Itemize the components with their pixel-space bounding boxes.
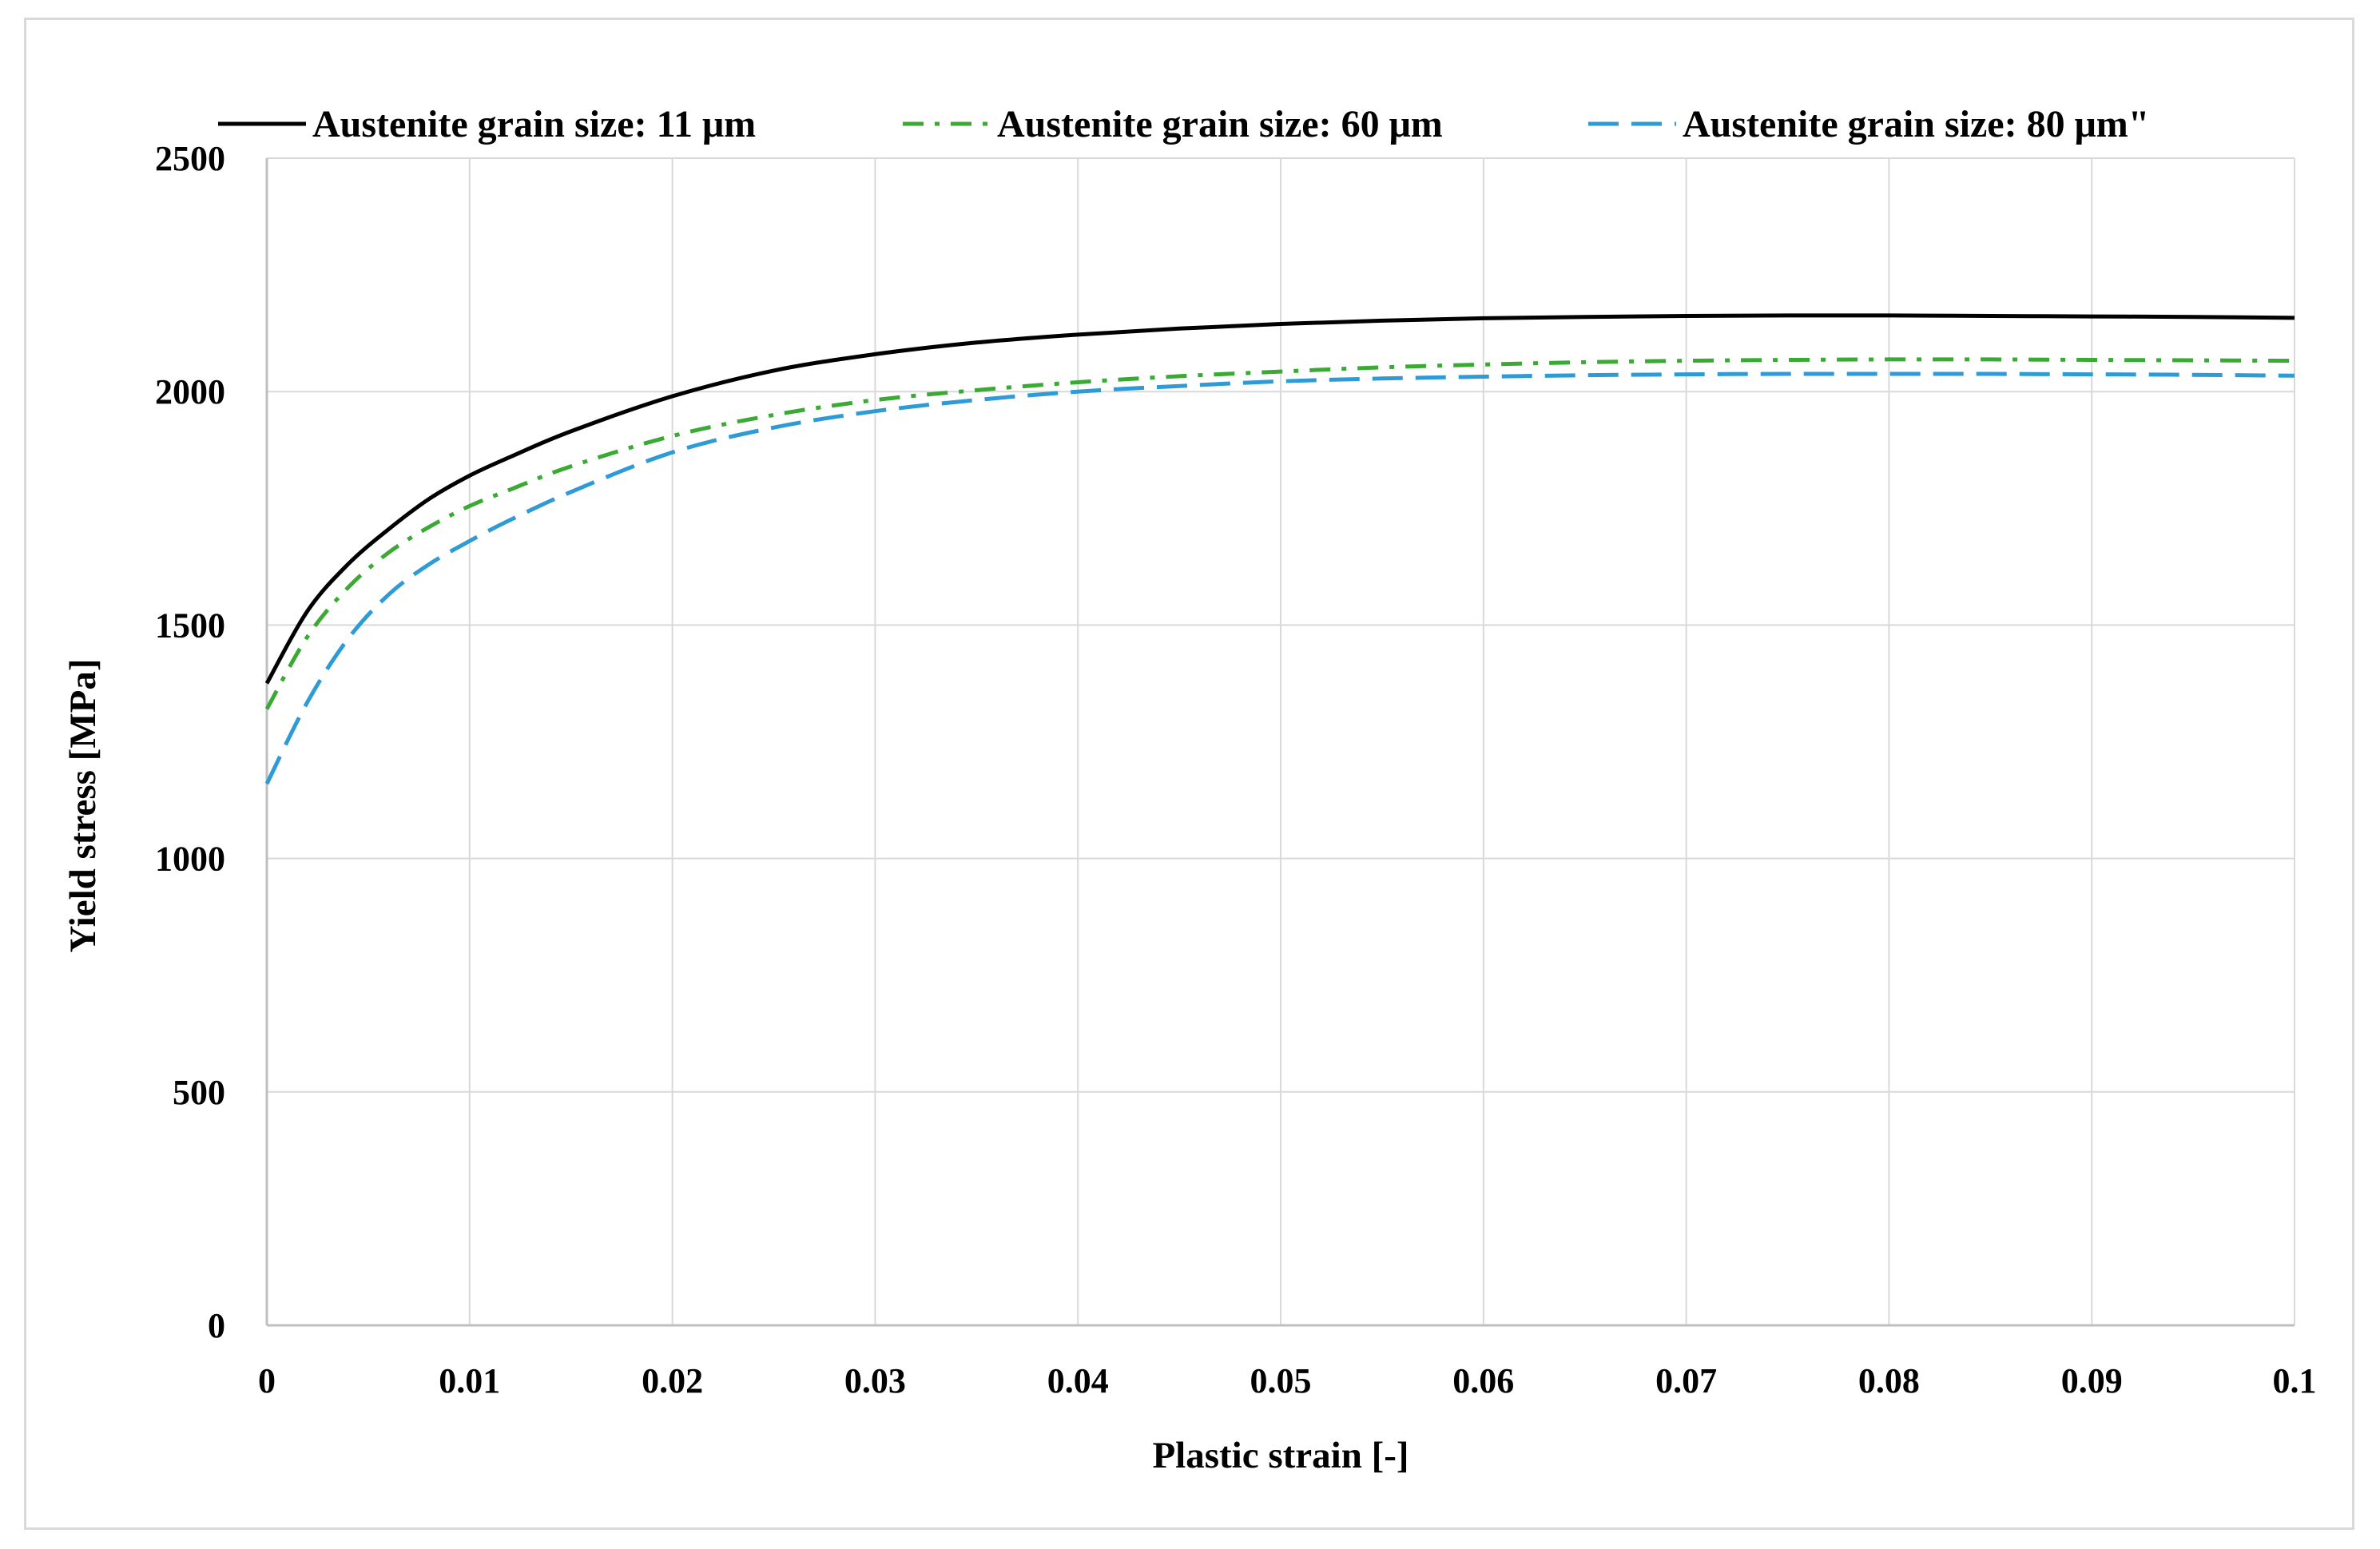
y-tick-label: 2000 [155, 372, 225, 411]
x-tick-label: 0.01 [439, 1361, 500, 1400]
x-tick-labels: 0 0.01 0.02 0.03 0.04 0.05 0.06 0.07 0.08 0.09 0.1 [258, 1361, 2317, 1400]
chart-frame: 0 500 1000 1500 2000 2500 0 0.01 0.02 0.03 0.04 0.… [24, 18, 2354, 1530]
axes [265, 158, 2295, 1327]
legend-label-1: Austenite grain size: 11 μm [312, 103, 756, 145]
legend-label-2: Austenite grain size: 60 μm [997, 103, 1443, 145]
x-tick-label: 0.07 [1655, 1361, 1717, 1400]
y-tick-labels: 0 500 1000 1500 2000 2500 [155, 139, 225, 1345]
x-tick-label: 0.02 [642, 1361, 703, 1400]
x-tick-label: 0.06 [1452, 1361, 1514, 1400]
y-tick-label: 500 [173, 1073, 225, 1112]
gridlines [267, 157, 2295, 1325]
x-tick-label: 0.04 [1047, 1361, 1109, 1400]
legend-label-3: Austenite grain size: 80 μm" [1683, 103, 2149, 145]
y-tick-label: 2500 [155, 139, 225, 178]
x-axis-title: Plastic strain [-] [1152, 1435, 1409, 1476]
series-line-1 [264, 313, 2295, 685]
x-tick-label: 0.03 [844, 1361, 906, 1400]
x-tick-label: 0 [258, 1361, 276, 1400]
series-line-3 [264, 371, 2295, 785]
x-tick-label: 0.1 [2273, 1361, 2317, 1400]
series-lines [264, 313, 2295, 785]
x-tick-label: 0.09 [2061, 1361, 2123, 1400]
y-tick-label: 0 [208, 1306, 225, 1345]
y-axis-title: Yield stress [MPa] [62, 658, 104, 952]
y-tick-label: 1000 [155, 840, 225, 879]
x-tick-label: 0.08 [1858, 1361, 1920, 1400]
line-chart: 0 500 1000 1500 2000 2500 0 0.01 0.02 0.03 0.04 0.… [62, 103, 2317, 1476]
legend: Austenite grain size: 11 μm Austenite gra… [218, 103, 2149, 145]
x-tick-label: 0.05 [1250, 1361, 1312, 1400]
y-tick-label: 1500 [155, 606, 225, 645]
